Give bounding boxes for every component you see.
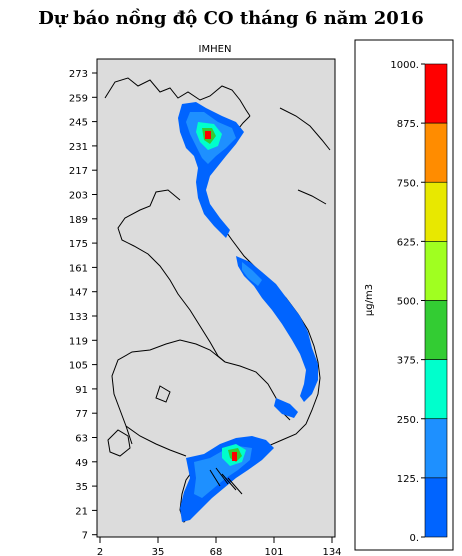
co-plume-south [180,436,274,522]
y-tick-label: 77 [75,409,88,420]
legend-level-label: 125. [397,474,419,485]
y-tick-label: 35 [75,482,88,493]
legend-level-label: 625. [397,237,419,248]
panel-label: IMHEN [199,44,232,55]
y-tick-label: 91 [75,385,88,396]
y-tick-label: 217 [69,166,88,177]
x-tick-label: 2 [97,547,103,556]
y-tick-label: 189 [69,215,88,226]
y-tick-label: 273 [69,69,88,80]
legend-level-label: 1000. [390,60,419,71]
legend-color-segment [424,418,448,479]
y-tick-label: 245 [69,118,88,129]
y-tick-label: 21 [75,506,88,517]
y-tick-label: 203 [69,191,88,202]
legend-level-label: 875. [397,119,419,130]
legend-color-segment [424,181,448,242]
legend-unit-label: µg/m3 [364,284,375,316]
legend-colorbar: 1000. 875. 750. 625. 500. 375. 250. 125. 0. [390,60,448,544]
x-tick-label: 101 [264,547,283,556]
co-plume-central [236,256,318,418]
legend-color-segment [424,122,448,183]
y-tick-label: 231 [69,142,88,153]
country-borders [104,77,331,523]
map-title: Dự báo nồng độ CO tháng 6 năm 2016 [38,8,424,29]
legend-color-segment [424,477,448,538]
y-tick-label: 63 [75,434,88,445]
y-tick-label: 105 [69,361,88,372]
y-tick-label: 119 [69,336,88,347]
x-axis: 2 35 68 101 134 [97,537,342,556]
y-tick-label: 259 [69,93,88,104]
legend-level-label: 375. [397,356,419,367]
y-tick-label: 7 [82,531,88,542]
legend-color-segment [424,300,448,360]
y-tick-label: 133 [69,312,88,323]
y-tick-label: 161 [69,263,88,274]
legend-level-label: 250. [397,415,419,426]
y-tick-label: 49 [75,458,88,469]
x-tick-label: 68 [210,547,223,556]
legend-level-label: 500. [397,297,419,308]
legend-color-segment [424,241,448,301]
co-plume-north [178,102,244,238]
y-tick-label: 175 [69,239,88,250]
y-axis: 2732592452312172031891751611471331191059… [69,69,97,542]
x-tick-label: 35 [152,547,165,556]
legend-color-segment [424,63,448,124]
y-tick-label: 147 [69,288,88,299]
legend-level-label: 750. [397,178,419,189]
legend-level-label: 0. [409,533,419,544]
legend-color-segment [424,359,448,420]
x-tick-label: 134 [322,547,341,556]
